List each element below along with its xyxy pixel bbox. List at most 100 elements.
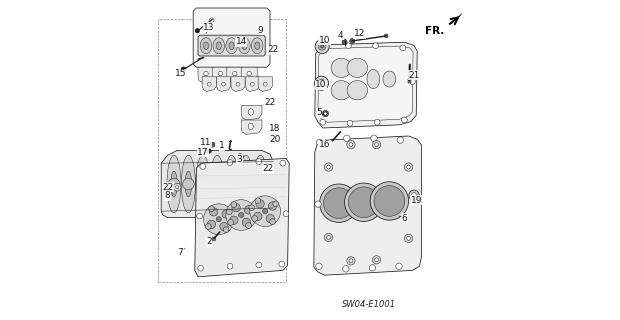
- Ellipse shape: [374, 258, 378, 262]
- Ellipse shape: [168, 178, 180, 190]
- Ellipse shape: [347, 257, 355, 265]
- Ellipse shape: [226, 200, 257, 230]
- Polygon shape: [318, 46, 413, 122]
- Ellipse shape: [239, 212, 244, 218]
- Polygon shape: [314, 136, 422, 275]
- Polygon shape: [193, 8, 270, 67]
- Ellipse shape: [367, 69, 380, 89]
- Ellipse shape: [374, 119, 380, 125]
- Ellipse shape: [315, 39, 329, 53]
- Ellipse shape: [317, 82, 322, 88]
- Ellipse shape: [270, 219, 275, 225]
- Ellipse shape: [232, 71, 237, 76]
- Text: 6: 6: [402, 214, 407, 223]
- Ellipse shape: [371, 135, 377, 141]
- Text: 21: 21: [409, 71, 420, 80]
- Ellipse shape: [175, 186, 179, 189]
- Ellipse shape: [252, 38, 263, 54]
- Text: 12: 12: [354, 29, 365, 38]
- Ellipse shape: [396, 263, 402, 269]
- Ellipse shape: [343, 135, 350, 141]
- Ellipse shape: [254, 212, 262, 220]
- Ellipse shape: [210, 155, 224, 213]
- Ellipse shape: [374, 143, 378, 147]
- Text: 13: 13: [203, 23, 215, 32]
- Ellipse shape: [347, 120, 353, 126]
- Polygon shape: [198, 35, 265, 56]
- Ellipse shape: [240, 178, 252, 190]
- Ellipse shape: [273, 201, 278, 207]
- Ellipse shape: [320, 82, 323, 85]
- Ellipse shape: [383, 71, 396, 87]
- Ellipse shape: [254, 155, 267, 213]
- Ellipse shape: [347, 81, 368, 100]
- Ellipse shape: [226, 38, 237, 54]
- Ellipse shape: [373, 140, 381, 149]
- Ellipse shape: [200, 164, 206, 169]
- Ellipse shape: [224, 155, 239, 213]
- Ellipse shape: [324, 163, 333, 171]
- Polygon shape: [231, 77, 245, 92]
- Text: 20: 20: [269, 135, 280, 144]
- Ellipse shape: [200, 171, 206, 197]
- Ellipse shape: [222, 82, 226, 86]
- Text: 22: 22: [162, 183, 173, 192]
- Ellipse shape: [210, 18, 214, 22]
- Ellipse shape: [200, 38, 212, 54]
- Ellipse shape: [249, 205, 255, 211]
- Ellipse shape: [400, 45, 405, 51]
- Text: 1: 1: [219, 141, 225, 150]
- Text: 18: 18: [269, 124, 281, 133]
- Ellipse shape: [280, 160, 286, 166]
- Polygon shape: [227, 67, 243, 83]
- Text: 22: 22: [263, 164, 274, 173]
- Polygon shape: [315, 42, 417, 128]
- Text: 11: 11: [200, 138, 212, 147]
- Text: 10: 10: [316, 80, 327, 89]
- Text: 15: 15: [175, 69, 186, 78]
- Ellipse shape: [213, 38, 224, 54]
- Ellipse shape: [404, 163, 413, 171]
- Ellipse shape: [219, 222, 228, 231]
- Ellipse shape: [348, 187, 379, 218]
- Ellipse shape: [415, 198, 422, 205]
- Ellipse shape: [315, 201, 321, 207]
- Text: 7: 7: [177, 248, 184, 257]
- Ellipse shape: [223, 227, 229, 233]
- Ellipse shape: [327, 165, 330, 169]
- Ellipse shape: [369, 265, 376, 271]
- Text: 22: 22: [268, 45, 279, 54]
- Ellipse shape: [370, 182, 409, 220]
- Ellipse shape: [210, 142, 215, 147]
- Ellipse shape: [321, 45, 324, 48]
- Polygon shape: [216, 77, 231, 92]
- Text: 2: 2: [206, 237, 212, 246]
- Ellipse shape: [231, 202, 237, 207]
- Ellipse shape: [203, 42, 208, 50]
- Ellipse shape: [181, 67, 186, 72]
- Ellipse shape: [228, 171, 235, 197]
- Ellipse shape: [222, 210, 230, 218]
- Ellipse shape: [203, 204, 234, 235]
- Ellipse shape: [250, 196, 281, 227]
- Ellipse shape: [250, 82, 254, 86]
- Polygon shape: [241, 106, 262, 120]
- Ellipse shape: [268, 202, 277, 210]
- Ellipse shape: [185, 171, 192, 197]
- Ellipse shape: [331, 58, 352, 77]
- Polygon shape: [246, 77, 259, 92]
- Ellipse shape: [205, 224, 211, 229]
- Ellipse shape: [195, 28, 200, 33]
- Ellipse shape: [342, 40, 347, 45]
- Polygon shape: [213, 67, 228, 83]
- Ellipse shape: [256, 200, 264, 208]
- Polygon shape: [241, 67, 257, 83]
- Ellipse shape: [330, 139, 335, 144]
- Ellipse shape: [318, 43, 326, 50]
- Ellipse shape: [197, 213, 203, 219]
- Ellipse shape: [263, 209, 268, 214]
- Ellipse shape: [246, 223, 252, 228]
- Ellipse shape: [407, 236, 410, 240]
- Ellipse shape: [243, 171, 249, 197]
- Ellipse shape: [347, 58, 368, 77]
